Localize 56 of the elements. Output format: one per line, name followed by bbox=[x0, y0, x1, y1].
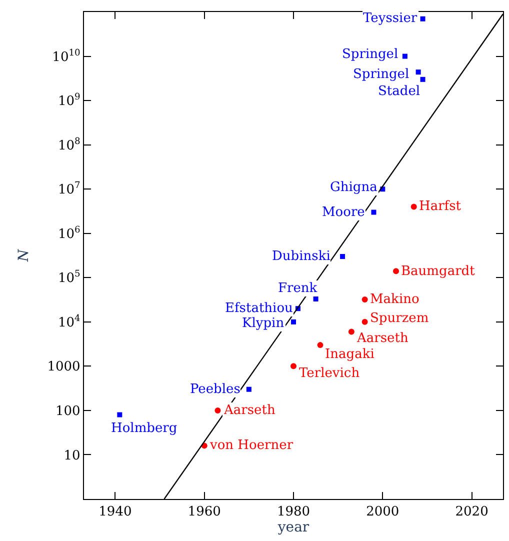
annotation: Klypin bbox=[242, 316, 285, 331]
y-tick-label: 10$^{10}$ bbox=[52, 48, 81, 65]
annotation: Efstathiou bbox=[225, 301, 293, 316]
point bbox=[362, 296, 368, 303]
annotation: Aarseth bbox=[223, 403, 276, 418]
annotation: Springel bbox=[342, 47, 398, 62]
y-tick-label: 10$^{9}$ bbox=[58, 92, 81, 110]
y-tick-label: 1000 bbox=[47, 360, 80, 375]
x-tick-label: 2000 bbox=[366, 504, 400, 520]
point bbox=[420, 76, 426, 82]
point bbox=[348, 328, 354, 335]
y-tick-label: 100 bbox=[55, 404, 80, 419]
annotation: Makino bbox=[370, 292, 420, 307]
annotation: Teyssier bbox=[363, 11, 418, 26]
point bbox=[393, 268, 400, 274]
annotation: Aarseth bbox=[356, 331, 409, 346]
point bbox=[402, 54, 408, 59]
y-tick-label: 10$^{5}$ bbox=[58, 270, 81, 286]
point bbox=[410, 204, 417, 210]
x-axis-title: year bbox=[276, 520, 310, 536]
annotation: Inagaki bbox=[325, 347, 374, 362]
point bbox=[371, 210, 376, 215]
annotation: Ghigna bbox=[330, 180, 378, 195]
annotation: Peebles bbox=[190, 382, 240, 397]
point bbox=[313, 296, 318, 302]
point bbox=[416, 70, 421, 75]
y-tick-label: 10$^{7}$ bbox=[58, 181, 81, 198]
point bbox=[291, 319, 296, 324]
annotation: Harfst bbox=[419, 199, 462, 214]
x-tick-label: 2020 bbox=[455, 504, 488, 520]
annotation: Spurzem bbox=[370, 311, 429, 326]
y-tick-label: 10$^{8}$ bbox=[58, 136, 81, 154]
annotation: Baumgardt bbox=[401, 264, 476, 279]
point bbox=[362, 318, 368, 325]
y-tick-label: 10$^{6}$ bbox=[58, 225, 81, 242]
annotation: Moore bbox=[322, 205, 366, 220]
point bbox=[317, 342, 324, 348]
x-tick-label: 1960 bbox=[188, 504, 221, 520]
point bbox=[420, 16, 426, 22]
annotation: Terlevich bbox=[299, 366, 360, 381]
y-axis-title: N bbox=[16, 248, 32, 263]
point bbox=[290, 363, 296, 370]
point bbox=[340, 254, 346, 260]
annotation: Stadel bbox=[378, 84, 420, 99]
x-tick-label: 1940 bbox=[98, 504, 132, 520]
y-tick-label: 10 bbox=[64, 448, 80, 464]
point bbox=[117, 412, 122, 418]
x-tick-label: 1980 bbox=[276, 504, 310, 520]
point bbox=[214, 407, 221, 414]
annotation: Holmberg bbox=[111, 421, 178, 436]
annotation: Springel bbox=[353, 67, 410, 82]
annotation: Frenk bbox=[278, 281, 318, 296]
annotation: von Hoerner bbox=[209, 438, 294, 453]
y-tick-label: 10$^{4}$ bbox=[58, 314, 81, 330]
point bbox=[246, 386, 252, 392]
annotation: Dubinski bbox=[272, 249, 330, 264]
